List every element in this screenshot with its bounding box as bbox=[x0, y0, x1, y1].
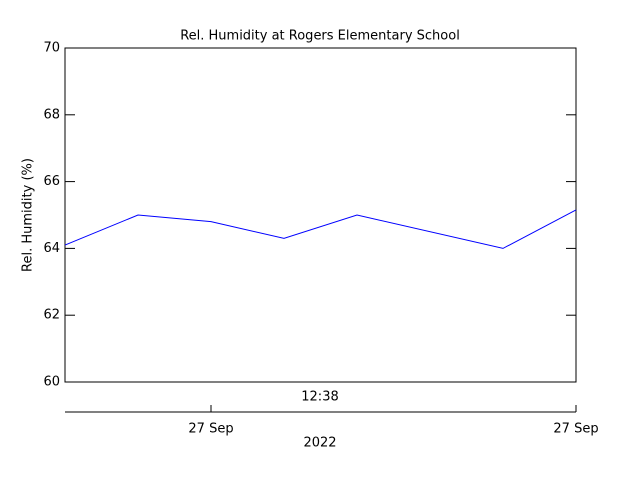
y-axis-label: Rel. Humidity (%) bbox=[21, 158, 36, 272]
x-axis-label: 2022 bbox=[303, 436, 336, 451]
y-tick-label: 68 bbox=[43, 107, 60, 122]
y-tick-label: 70 bbox=[43, 41, 60, 56]
x-tick-label: 27 Sep bbox=[188, 422, 233, 437]
y-tick-label: 66 bbox=[43, 174, 60, 189]
chart-title: Rel. Humidity at Rogers Elementary Schoo… bbox=[180, 29, 460, 44]
x-tick-label: 27 Sep bbox=[553, 422, 598, 437]
data-line bbox=[64, 209, 577, 249]
x-sublabel: 12:38 bbox=[301, 390, 338, 405]
y-tick-label: 64 bbox=[43, 241, 60, 256]
plot-frame bbox=[64, 47, 577, 383]
y-tick-label: 60 bbox=[43, 375, 60, 390]
y-tick-label: 62 bbox=[43, 308, 60, 323]
